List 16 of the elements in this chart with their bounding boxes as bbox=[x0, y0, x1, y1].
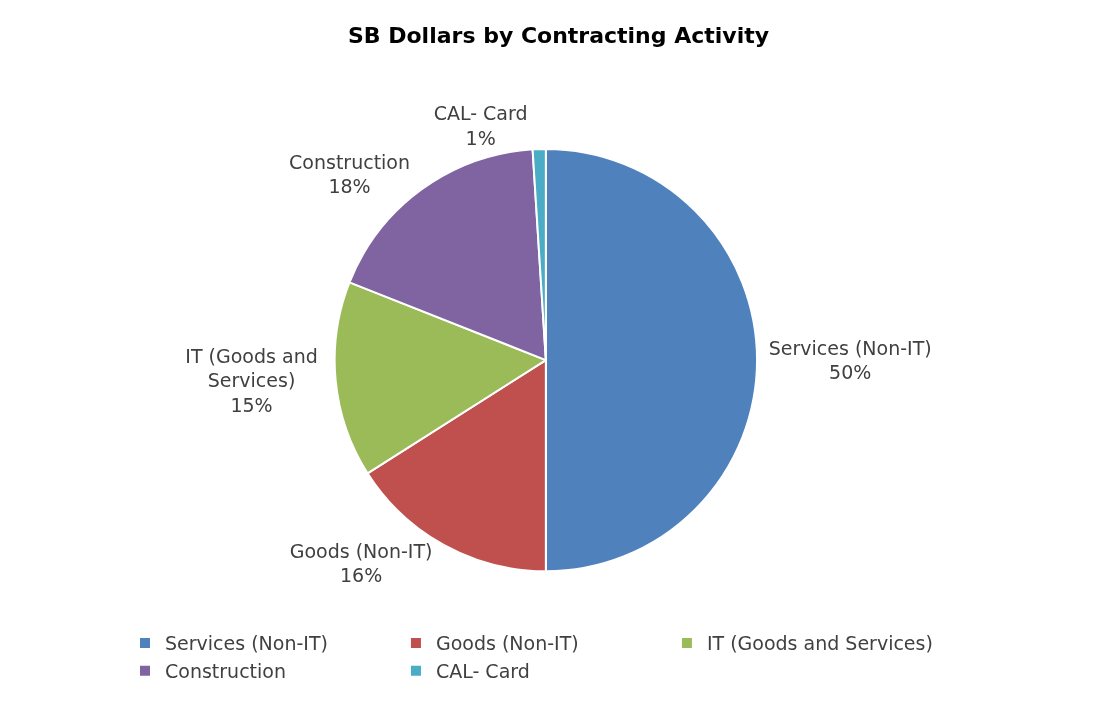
slice-label: CAL- Card bbox=[433, 102, 528, 125]
data-label: 18% bbox=[328, 175, 371, 198]
slice-label: Construction bbox=[289, 150, 411, 173]
data-label: 1% bbox=[465, 127, 496, 150]
data-label: 15% bbox=[230, 394, 273, 417]
chart-title: SB Dollars by Contracting Activity bbox=[347, 23, 770, 49]
slice-label: IT (Goods and Services) bbox=[185, 344, 318, 392]
slice-label: Goods (Non-IT) bbox=[289, 539, 433, 562]
data-label: 16% bbox=[339, 564, 383, 587]
legend-label: Construction bbox=[165, 660, 286, 683]
slice-label: Services (Non-IT) bbox=[768, 336, 932, 359]
data-label: 50% bbox=[829, 361, 872, 384]
legend-label: Services (Non-IT) bbox=[165, 632, 328, 655]
legend-label: CAL- Card bbox=[435, 660, 530, 683]
legend-label: IT (Goods and Services) bbox=[706, 632, 933, 655]
legend-label: Goods (Non-IT) bbox=[435, 632, 579, 655]
